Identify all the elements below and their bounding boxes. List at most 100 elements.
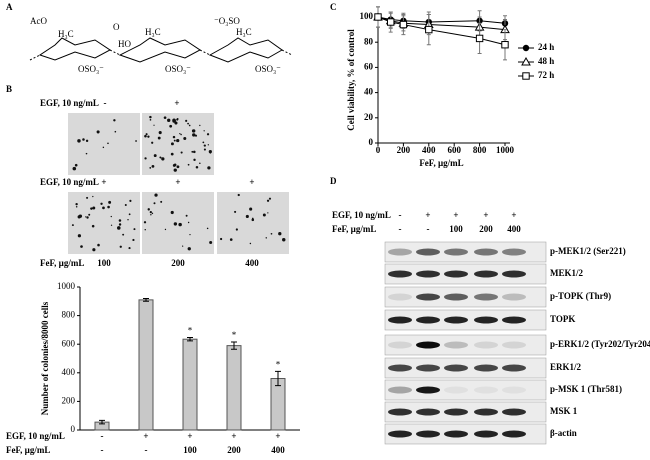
band (444, 386, 468, 394)
band (474, 293, 498, 301)
colony (189, 233, 191, 236)
colony (180, 151, 183, 154)
y-axis-label: Cell viability, % of control (346, 29, 356, 131)
band (474, 248, 498, 256)
colony (150, 214, 152, 216)
blot-label: MSK 1 (550, 406, 578, 416)
ring (38, 37, 111, 61)
bond (29, 49, 293, 61)
colony (203, 144, 206, 147)
legend-marker (522, 44, 530, 52)
treatment-value: - (427, 224, 430, 234)
colony (75, 202, 78, 206)
colony (85, 216, 87, 218)
colony (118, 219, 122, 222)
colony (127, 219, 129, 221)
colony (164, 228, 167, 231)
band (416, 316, 440, 324)
treatment-value: - (145, 445, 148, 455)
sign: + (174, 98, 179, 108)
y-axis-label: Number of colonies/8000 cells (40, 301, 50, 415)
y-tick-label: 100 (360, 11, 374, 21)
colony (170, 210, 174, 215)
band (444, 270, 468, 278)
blot-label: MEK1/2 (550, 268, 583, 278)
y-tick-label: 0 (369, 137, 374, 147)
colony (207, 166, 211, 170)
colony (268, 197, 272, 200)
colony (188, 124, 191, 127)
point (387, 18, 395, 26)
panel-label: B (6, 84, 12, 94)
colony (282, 238, 286, 242)
band (388, 341, 412, 349)
blot-label: p-MSK 1 (Thr581) (550, 384, 622, 394)
significance: * (188, 326, 193, 336)
colony (172, 163, 176, 167)
colony-image (217, 192, 289, 254)
colony (249, 242, 252, 245)
x-tick-label: 200 (397, 145, 411, 155)
y-tick-label: 80 (364, 36, 374, 46)
colony (145, 133, 148, 136)
blot-label: p-TOPK (Thr9) (550, 291, 611, 301)
colony (191, 129, 196, 133)
band (388, 248, 412, 256)
colony (86, 216, 89, 219)
colony (78, 214, 83, 218)
sign: - (104, 98, 107, 108)
error-bar (231, 341, 237, 350)
colony (102, 206, 105, 210)
colony (176, 138, 180, 143)
colony (193, 158, 196, 162)
colony (170, 152, 174, 156)
y-tick-label: 40 (364, 87, 374, 97)
significance: * (232, 330, 237, 340)
colony (235, 228, 238, 231)
colony (158, 131, 162, 135)
band (388, 430, 412, 438)
y-tick-label: 60 (364, 61, 374, 71)
structure-label: OSO₃⁻ (165, 64, 191, 74)
treatment-value: + (483, 210, 488, 220)
band (388, 293, 412, 301)
colony (77, 234, 82, 238)
y-tick-label: 0 (71, 424, 76, 434)
x-axis-label: FeF, µg/mL (419, 158, 463, 168)
colony (176, 165, 180, 169)
colony (262, 213, 266, 217)
colony (149, 166, 152, 169)
colony (149, 210, 152, 214)
blot-label: β-actin (550, 428, 577, 438)
treatment-value: + (231, 431, 236, 441)
colony (157, 136, 161, 140)
structure-label: OSO₃⁻ (255, 64, 281, 74)
colony (206, 227, 209, 230)
colony (185, 214, 188, 217)
colony (80, 245, 83, 248)
band (444, 408, 468, 416)
colony (117, 226, 121, 230)
point (501, 41, 509, 49)
colony (147, 135, 150, 138)
structure-label: HO (118, 39, 131, 49)
colony (209, 241, 213, 245)
colony (199, 162, 201, 164)
band (416, 341, 440, 349)
colony (114, 130, 117, 133)
point (475, 34, 484, 43)
colony (86, 196, 89, 199)
colony (153, 154, 157, 158)
colony (176, 118, 179, 121)
colony (71, 224, 74, 226)
point (425, 25, 433, 34)
structure-label: H₃C (58, 29, 74, 39)
structure-label: H₃C (145, 27, 161, 37)
band (502, 270, 526, 278)
colony-image (68, 113, 140, 175)
colony (135, 140, 137, 142)
colony (82, 138, 85, 141)
colony (251, 218, 255, 222)
